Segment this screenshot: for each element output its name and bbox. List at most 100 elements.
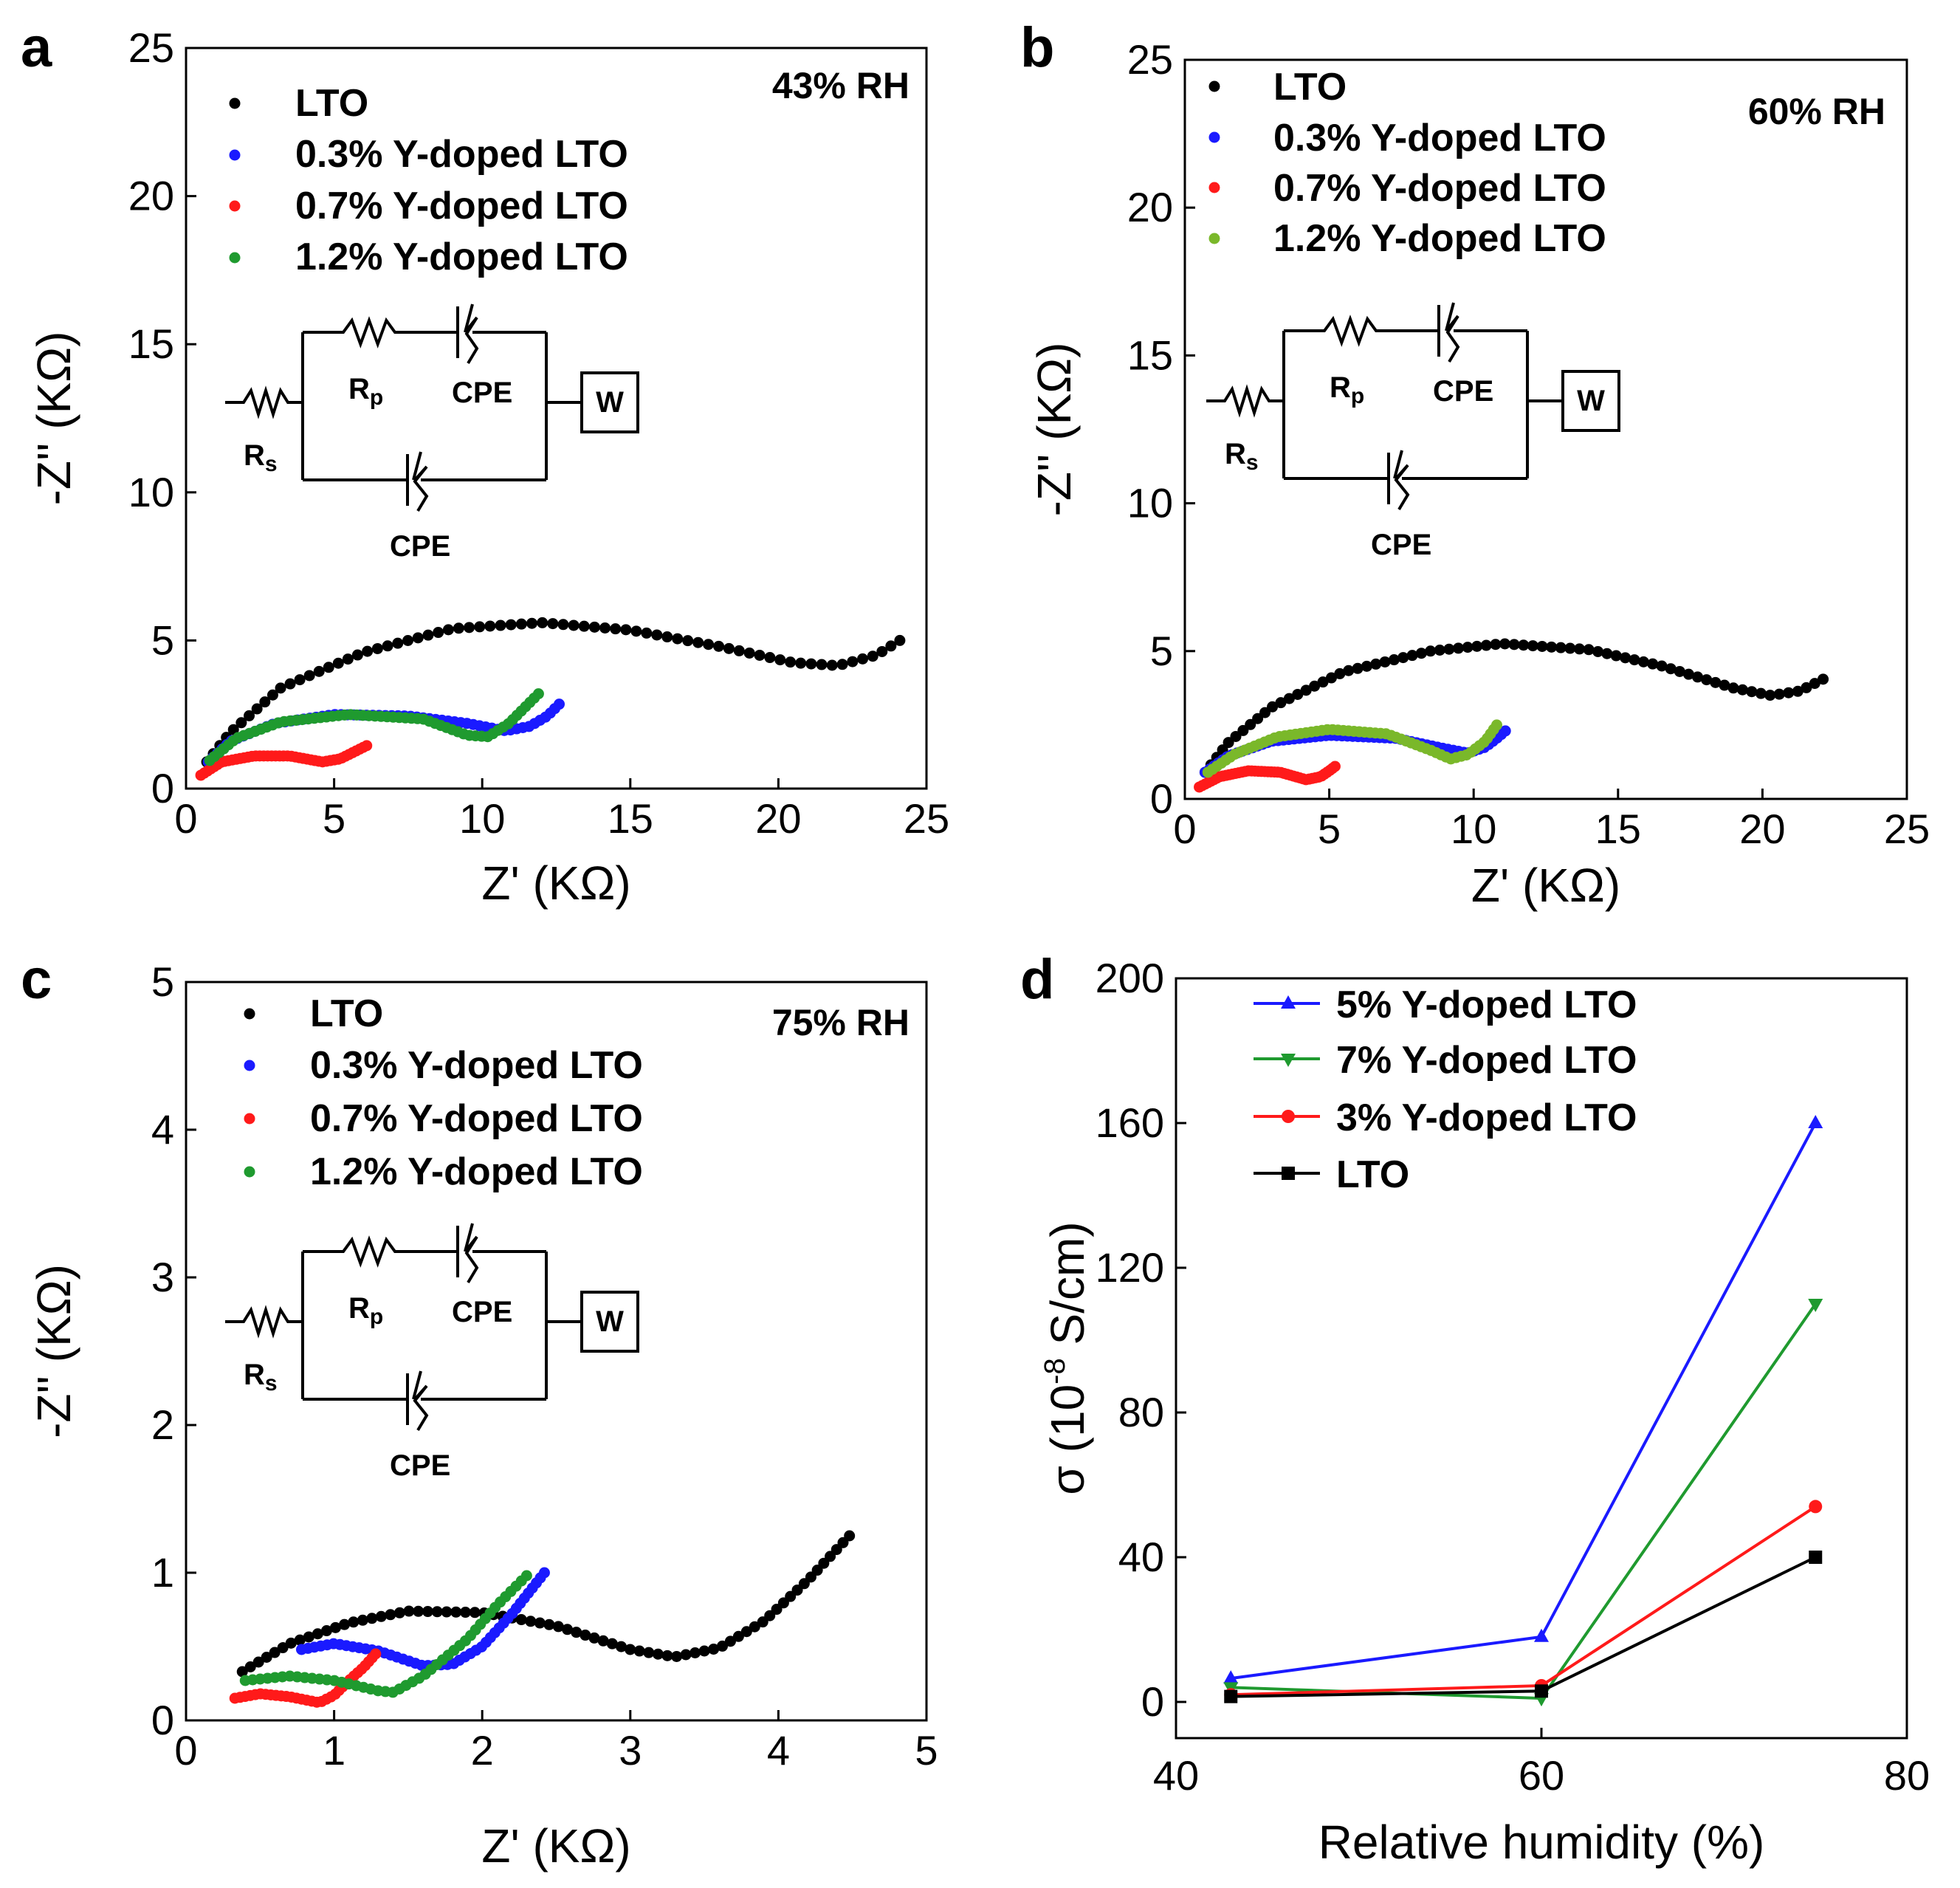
- data-point: [630, 625, 642, 637]
- data-point: [1692, 671, 1704, 683]
- w-label: W: [596, 1305, 624, 1338]
- data-point: [795, 657, 807, 669]
- data-point: [1808, 1299, 1823, 1312]
- data-point: [357, 1614, 368, 1626]
- x-tick-label: 5: [915, 1727, 938, 1774]
- data-point: [580, 1630, 591, 1641]
- x-tick-label: 20: [1739, 806, 1785, 852]
- plot-frame: [1175, 977, 1908, 1740]
- rp-label: Rp: [348, 1292, 383, 1329]
- data-point: [1283, 693, 1295, 704]
- data-point: [366, 1613, 378, 1624]
- legend-label-y03: 0.3% Y-doped LTO: [295, 133, 628, 176]
- data-point: [894, 634, 906, 646]
- series-y12b: [1202, 719, 1502, 778]
- data-point: [588, 1632, 600, 1644]
- series-lto: [1199, 638, 1829, 778]
- data-point: [743, 647, 755, 659]
- data-point: [294, 1634, 306, 1646]
- data-point: [1415, 648, 1427, 659]
- data-point: [1764, 690, 1776, 701]
- data-point: [1783, 687, 1795, 698]
- x-axis-label: Relative humidity (%): [1318, 1816, 1765, 1869]
- legend-b: LTO 0.3% Y-doped LTO 0.7% Y-doped LTO 1.…: [1273, 66, 1606, 260]
- data-point: [876, 645, 888, 657]
- y-tick-label: 200: [1096, 955, 1164, 1001]
- y-tick-label: 1: [151, 1549, 174, 1596]
- data-point: [1230, 730, 1242, 742]
- panel-label-d: d: [1020, 948, 1054, 1011]
- y-tick-label: 0: [151, 1697, 174, 1743]
- y-axis-label: -Z'' (KΩ): [1028, 343, 1081, 517]
- y-tick-label: 80: [1118, 1389, 1164, 1435]
- y-tick-label: 25: [128, 24, 174, 71]
- cpe-bottom-label: CPE: [1371, 529, 1431, 561]
- y-tick-label: 120: [1096, 1244, 1164, 1291]
- data-point: [1637, 656, 1649, 667]
- x-tick-label: 10: [1451, 806, 1496, 852]
- cpe-bottom-label: CPE: [390, 1449, 450, 1482]
- plot-area: 0 5 10 15 20 25 0 5 10 15 20 25 Z' (KΩ) -Z'' (KΩ): [27, 24, 949, 910]
- series-y07: [195, 740, 373, 781]
- y-tick-label: 0: [1141, 1678, 1164, 1725]
- legend-label-5pct: 5% Y-doped LTO: [1336, 984, 1637, 1026]
- data-point: [236, 1666, 248, 1678]
- data-point: [723, 642, 735, 654]
- data-point: [703, 639, 715, 650]
- y-tick-label: 15: [1127, 332, 1173, 378]
- data-point: [453, 622, 464, 634]
- data-point: [277, 1642, 289, 1654]
- data-point: [361, 740, 373, 752]
- data-point: [1601, 648, 1613, 659]
- x-tick-label: 5: [1318, 806, 1341, 852]
- data-point: [1801, 682, 1812, 693]
- legend-marker: [244, 1166, 255, 1178]
- data-point: [625, 1644, 636, 1655]
- data-point: [597, 1635, 609, 1647]
- plot-area: 0 5 10 15 20 25 0 5 10 15 20 25 Z' (KΩ) -Z'' (KΩ): [1028, 36, 1930, 912]
- legend-marker: [244, 1008, 255, 1020]
- data-point: [1397, 652, 1409, 664]
- data-point: [1490, 719, 1502, 731]
- data-point: [284, 678, 296, 690]
- legend-marker: [1208, 131, 1220, 143]
- data-point: [1425, 645, 1437, 657]
- panel-label-a: a: [21, 16, 52, 79]
- y-tick-label: 0: [1150, 775, 1173, 822]
- data-point: [1252, 713, 1264, 724]
- data-point: [588, 621, 600, 633]
- data-point: [724, 1635, 736, 1647]
- series-d_blue: [1223, 1115, 1823, 1684]
- panel-d: d 5% Y-doped LTO 7% Y-doped LTO 3% Y-dop…: [1020, 948, 1930, 1869]
- data-point: [826, 659, 838, 671]
- data-point: [505, 619, 517, 631]
- legend-label-lto: LTO: [310, 992, 383, 1035]
- data-point: [1245, 718, 1256, 730]
- data-point: [1818, 673, 1829, 685]
- legend-label-7pct: 7% Y-doped LTO: [1336, 1039, 1637, 1082]
- series-line: [1231, 1556, 1817, 1698]
- legend-c: LTO 0.3% Y-doped LTO 0.7% Y-doped LTO 1.…: [310, 992, 643, 1193]
- data-point: [692, 636, 704, 648]
- x-tick-label: 60: [1519, 1752, 1564, 1799]
- data-point: [259, 696, 271, 708]
- data-point: [698, 1645, 710, 1657]
- w-label: W: [1577, 385, 1605, 417]
- legend-marker: [1282, 1167, 1295, 1180]
- data-point: [1406, 650, 1418, 662]
- data-point: [252, 1656, 264, 1668]
- data-point: [1224, 1689, 1238, 1703]
- rh-annotation: 60% RH: [1748, 91, 1885, 132]
- legend-label-lto: LTO: [295, 82, 368, 125]
- data-point: [680, 1649, 692, 1661]
- data-point: [1710, 676, 1722, 688]
- data-point: [651, 629, 663, 641]
- plot-area: 0 1 2 3 4 5 0 1 2 3 4 5 Z' (KΩ) -Z'' (KΩ): [27, 958, 938, 1872]
- data-point: [235, 717, 247, 729]
- data-point: [1555, 642, 1567, 653]
- data-point: [312, 1628, 323, 1640]
- data-point: [1564, 642, 1576, 654]
- x-tick-label: 15: [608, 795, 653, 842]
- panel-c: c LTO 0.3% Y-doped LTO 0.7% Y-doped LTO …: [21, 948, 938, 1872]
- y-tick-label: 20: [1127, 184, 1173, 230]
